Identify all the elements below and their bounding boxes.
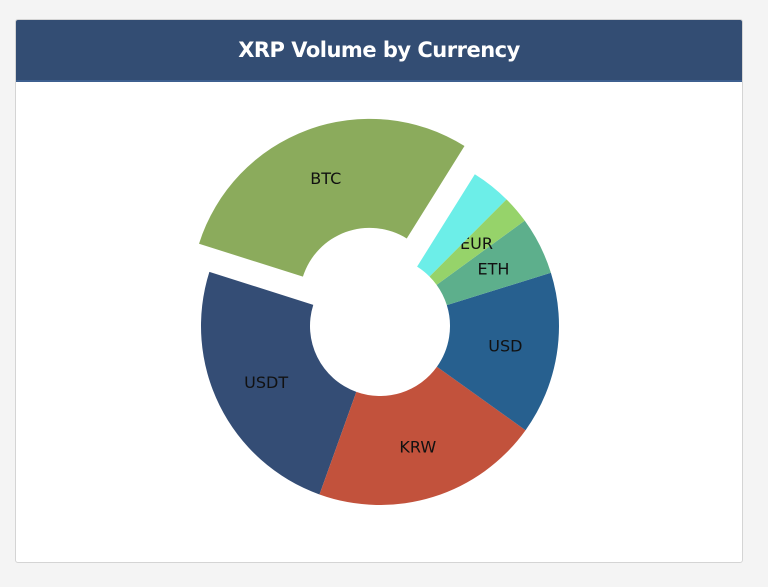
slice-usd: [436, 272, 560, 431]
page-title: XRP Volume by Currency: [238, 38, 520, 62]
slice-label-eth: ETH: [478, 259, 510, 278]
slice-krw: [319, 366, 526, 506]
donut-chart: BTC USDT KRW USD ETH EUR: [199, 118, 560, 506]
slice-eth: [436, 220, 551, 306]
slice-usdt: [200, 271, 357, 495]
slice-eur: [429, 199, 525, 285]
slice-label-krw: KRW: [399, 438, 436, 457]
slice-label-eur: EUR: [460, 234, 493, 253]
card-header: XRP Volume by Currency: [16, 20, 742, 82]
slice-label-usd: USD: [488, 337, 522, 356]
slice-label-btc: BTC: [310, 169, 341, 188]
chart-area: BTC USDT KRW USD ETH EUR: [16, 82, 742, 562]
chart-card: XRP Volume by Currency BTC USDT KRW USD ETH E…: [15, 19, 743, 563]
slice-label-usdt: USDT: [244, 373, 288, 392]
slice-unlabeled: [417, 174, 507, 277]
slice-btc: [199, 118, 465, 277]
